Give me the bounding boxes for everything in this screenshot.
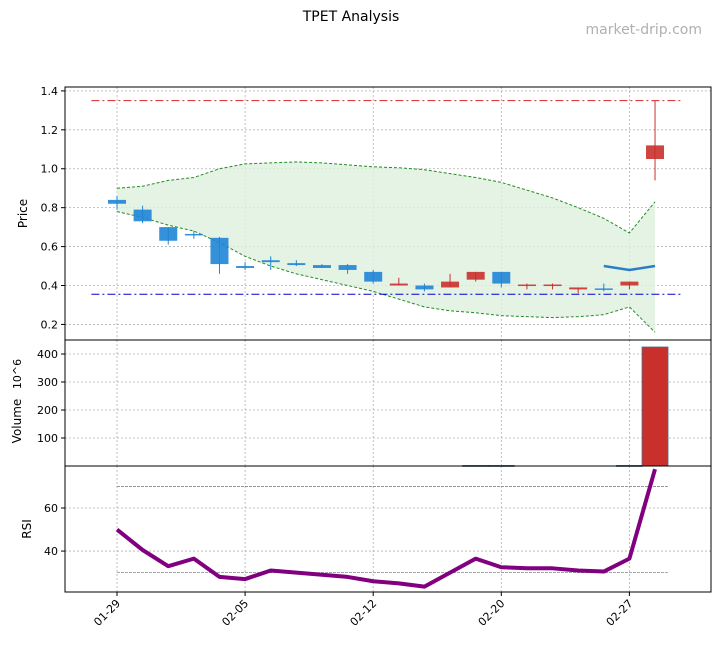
candle-body xyxy=(620,281,639,286)
candle-body xyxy=(594,288,613,290)
candle-body xyxy=(210,237,229,265)
y-tick-label: 1.2 xyxy=(41,124,59,137)
candle-body xyxy=(184,233,203,236)
candle-body xyxy=(517,284,536,287)
y-tick-label: 400 xyxy=(37,348,58,361)
y-tick-label: 1.0 xyxy=(41,163,59,176)
x-tick-label: 02-05 xyxy=(219,597,251,629)
price-ylabel: Price xyxy=(16,199,30,228)
x-tick-label: 02-20 xyxy=(476,597,508,629)
x-tick-label: 01-29 xyxy=(91,597,123,629)
candle-body xyxy=(287,263,306,266)
candle-body xyxy=(338,265,357,270)
candle-body xyxy=(133,209,152,222)
candle-body xyxy=(364,271,383,282)
candle-body xyxy=(312,265,331,268)
y-tick-label: 0.6 xyxy=(41,241,59,254)
band-upper-line xyxy=(116,161,656,234)
rsi-ylabel: RSI xyxy=(20,519,34,539)
candle-body xyxy=(261,260,280,263)
y-tick-label: 300 xyxy=(37,376,58,389)
candle-body xyxy=(543,284,562,287)
volume-ylabel: Volume xyxy=(10,399,24,444)
volume-bar xyxy=(641,346,669,467)
candle-body xyxy=(415,285,434,290)
candle-body xyxy=(236,266,255,268)
band-fill xyxy=(117,161,656,333)
candle-body xyxy=(159,227,178,241)
x-tick-label: 02-12 xyxy=(348,597,380,629)
candle-body xyxy=(569,287,588,290)
x-tick-label: 02-27 xyxy=(604,597,636,629)
rsi-line xyxy=(115,468,657,589)
candle-body xyxy=(441,281,460,288)
chart-title: TPET Analysis xyxy=(302,9,400,25)
y-tick-label: 200 xyxy=(37,404,58,417)
band-lower-line xyxy=(116,211,656,333)
y-tick-label: 60 xyxy=(44,502,58,515)
candle-body xyxy=(389,283,408,286)
y-tick-label: 0.2 xyxy=(41,318,59,331)
y-tick-label: 1.4 xyxy=(41,85,59,98)
volume-ylabel-exponent: 10^6 xyxy=(11,359,24,389)
rsi-panel-frame xyxy=(64,465,712,593)
watermark: market-drip.com xyxy=(585,22,702,38)
y-tick-label: 0.8 xyxy=(41,202,59,215)
ma-line xyxy=(603,264,656,272)
y-tick-label: 40 xyxy=(44,545,58,558)
candle-body xyxy=(492,271,511,284)
volume-panel-frame xyxy=(64,339,712,467)
candle-body xyxy=(108,199,126,204)
candle-body xyxy=(646,145,665,160)
y-tick-label: 0.4 xyxy=(41,280,59,293)
y-tick-label: 100 xyxy=(37,432,58,445)
candle-body xyxy=(466,271,485,280)
